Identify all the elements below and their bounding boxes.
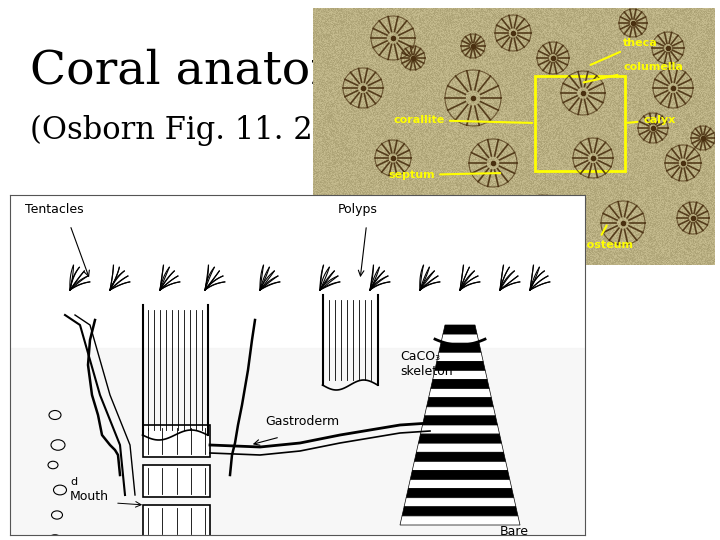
Polygon shape <box>406 489 514 498</box>
Text: d: d <box>70 477 77 487</box>
Bar <box>143 505 210 537</box>
Polygon shape <box>423 416 498 425</box>
Polygon shape <box>402 507 518 516</box>
Text: Mouth: Mouth <box>70 490 109 503</box>
Polygon shape <box>428 389 491 398</box>
Polygon shape <box>435 361 485 370</box>
Text: CaCO₃
skeleton: CaCO₃ skeleton <box>400 350 453 378</box>
Text: theca: theca <box>590 38 658 65</box>
Polygon shape <box>413 461 508 470</box>
Text: columella: columella <box>584 62 683 83</box>
Polygon shape <box>433 370 487 380</box>
Polygon shape <box>441 334 479 343</box>
Text: Tentacles: Tentacles <box>25 203 84 216</box>
Polygon shape <box>418 434 502 443</box>
Polygon shape <box>425 407 495 416</box>
Text: Polyps: Polyps <box>338 203 377 216</box>
Text: Coral anatomy: Coral anatomy <box>30 48 382 94</box>
Polygon shape <box>414 453 505 461</box>
Text: calyx: calyx <box>628 115 675 125</box>
Text: coenosteum: coenosteum <box>558 225 634 250</box>
Polygon shape <box>431 380 490 389</box>
Bar <box>535 76 625 171</box>
Text: Gastroderm: Gastroderm <box>265 415 339 428</box>
Polygon shape <box>408 480 512 489</box>
Bar <box>143 465 210 497</box>
Polygon shape <box>426 398 493 407</box>
Polygon shape <box>437 352 483 361</box>
Text: Bare
skeleton
of polyp: Bare skeleton of polyp <box>500 525 553 540</box>
Text: corallite: corallite <box>393 115 532 125</box>
Polygon shape <box>410 470 510 480</box>
Text: septum: septum <box>388 170 500 180</box>
Polygon shape <box>443 325 477 334</box>
Polygon shape <box>404 498 516 507</box>
Polygon shape <box>420 425 500 434</box>
Polygon shape <box>400 516 520 525</box>
Polygon shape <box>416 443 503 453</box>
Text: (Osborn Fig. 11. 2): (Osborn Fig. 11. 2) <box>30 115 325 146</box>
Bar <box>143 425 210 457</box>
Polygon shape <box>439 343 481 352</box>
